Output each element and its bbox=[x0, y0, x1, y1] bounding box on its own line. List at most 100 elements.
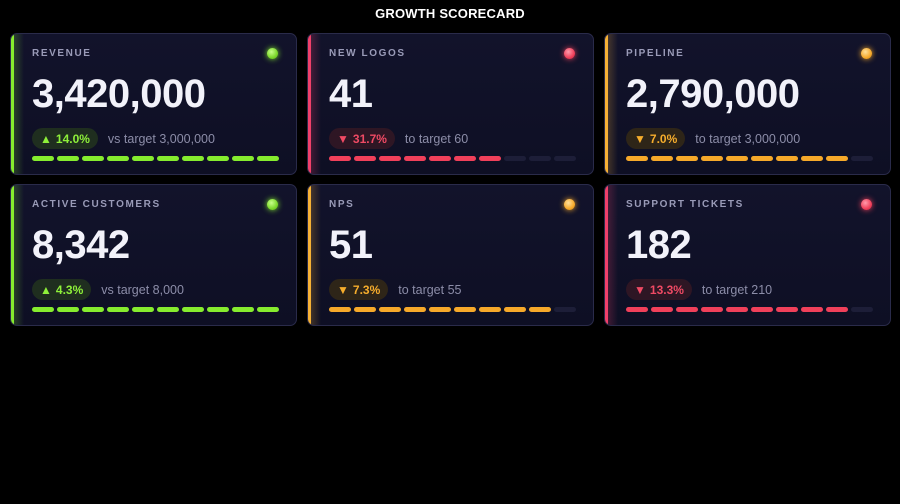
progress-bar bbox=[626, 156, 873, 161]
delta-row: ▼ 7.3% to target 55 bbox=[329, 279, 462, 300]
kpi-label: PIPELINE bbox=[626, 48, 685, 59]
delta-badge: ▼ 7.0% bbox=[626, 128, 686, 149]
delta-percent: 14.0% bbox=[55, 131, 90, 146]
progress-segment bbox=[157, 307, 179, 312]
delta-percent: 7.3% bbox=[352, 282, 381, 297]
target-text: to target 55 bbox=[398, 282, 462, 297]
delta-badge: ▼ 13.3% bbox=[626, 279, 692, 300]
status-accent-glow bbox=[311, 34, 321, 174]
progress-segment bbox=[32, 307, 54, 312]
delta-percent: 13.3% bbox=[649, 282, 684, 297]
delta-percent: 4.3% bbox=[55, 282, 84, 297]
kpi-label: REVENUE bbox=[32, 48, 92, 59]
progress-segment bbox=[82, 156, 104, 161]
progress-segment bbox=[379, 307, 401, 312]
progress-segment bbox=[504, 307, 526, 312]
progress-segment bbox=[182, 156, 204, 161]
delta-row: ▼ 13.3% to target 210 bbox=[626, 279, 772, 300]
progress-segment bbox=[354, 156, 376, 161]
arrow-down-icon: ▼ bbox=[337, 282, 349, 297]
kpi-label: NPS bbox=[329, 199, 355, 210]
target-text: vs target 8,000 bbox=[101, 282, 184, 297]
progress-segment bbox=[107, 307, 129, 312]
progress-segment bbox=[826, 156, 848, 161]
kpi-card-revenue[interactable]: REVENUE 3,420,000 ▲ 14.0% vs target 3,000,00… bbox=[10, 33, 297, 175]
kpi-card-pipeline[interactable]: PIPELINE 2,790,000 ▼ 7.0% to target 3,000,00… bbox=[604, 33, 891, 175]
progress-segment bbox=[651, 156, 673, 161]
progress-segment bbox=[257, 156, 279, 161]
progress-segment bbox=[429, 307, 451, 312]
kpi-card-support-tickets[interactable]: SUPPORT TICKETS 182 ▼ 13.3% to target 210 bbox=[604, 184, 891, 326]
delta-badge: ▲ 14.0% bbox=[32, 128, 98, 149]
progress-segment bbox=[454, 307, 476, 312]
kpi-value: 8,342 bbox=[32, 223, 130, 267]
progress-segment bbox=[626, 307, 648, 312]
arrow-down-icon: ▼ bbox=[634, 131, 646, 146]
kpi-value: 3,420,000 bbox=[32, 72, 206, 116]
arrow-up-icon: ▲ bbox=[40, 131, 52, 146]
kpi-value: 2,790,000 bbox=[626, 72, 800, 116]
kpi-label: SUPPORT TICKETS bbox=[626, 199, 744, 210]
delta-row: ▲ 4.3% vs target 8,000 bbox=[32, 279, 184, 300]
progress-segment bbox=[404, 307, 426, 312]
progress-segment bbox=[354, 307, 376, 312]
progress-segment bbox=[726, 307, 748, 312]
progress-segment bbox=[701, 156, 723, 161]
progress-segment bbox=[726, 156, 748, 161]
delta-badge: ▼ 7.3% bbox=[329, 279, 389, 300]
status-accent-stripe bbox=[605, 185, 608, 325]
progress-segment bbox=[776, 156, 798, 161]
progress-bar bbox=[32, 307, 279, 312]
delta-percent: 31.7% bbox=[352, 131, 387, 146]
status-dot-icon bbox=[564, 199, 575, 210]
status-accent-stripe bbox=[11, 34, 14, 174]
progress-segment bbox=[429, 156, 451, 161]
progress-segment bbox=[329, 156, 351, 161]
delta-row: ▼ 7.0% to target 3,000,000 bbox=[626, 128, 800, 149]
kpi-card-new-logos[interactable]: NEW LOGOS 41 ▼ 31.7% to target 60 bbox=[307, 33, 594, 175]
progress-segment bbox=[454, 156, 476, 161]
status-accent-glow bbox=[608, 34, 618, 174]
progress-segment bbox=[404, 156, 426, 161]
progress-segment bbox=[529, 307, 551, 312]
progress-segment bbox=[504, 156, 526, 161]
kpi-value: 51 bbox=[329, 223, 373, 267]
kpi-value: 41 bbox=[329, 72, 373, 116]
progress-segment bbox=[529, 156, 551, 161]
progress-bar bbox=[32, 156, 279, 161]
progress-segment bbox=[651, 307, 673, 312]
progress-segment bbox=[676, 156, 698, 161]
status-dot-icon bbox=[267, 48, 278, 59]
progress-segment bbox=[676, 307, 698, 312]
arrow-up-icon: ▲ bbox=[40, 282, 52, 297]
status-accent-glow bbox=[14, 185, 24, 325]
kpi-card-active-customers[interactable]: ACTIVE CUSTOMERS 8,342 ▲ 4.3% vs target 8,00… bbox=[10, 184, 297, 326]
target-text: vs target 3,000,000 bbox=[107, 131, 215, 146]
kpi-label: NEW LOGOS bbox=[329, 48, 406, 59]
progress-segment bbox=[479, 156, 501, 161]
status-accent-glow bbox=[608, 185, 618, 325]
progress-segment bbox=[82, 307, 104, 312]
progress-segment bbox=[751, 307, 773, 312]
kpi-card-nps[interactable]: NPS 51 ▼ 7.3% to target 55 bbox=[307, 184, 594, 326]
page-title: GROWTH SCORECARD bbox=[375, 6, 525, 21]
progress-segment bbox=[751, 156, 773, 161]
progress-segment bbox=[207, 307, 229, 312]
progress-segment bbox=[257, 307, 279, 312]
progress-segment bbox=[182, 307, 204, 312]
progress-segment bbox=[554, 307, 576, 312]
progress-segment bbox=[157, 156, 179, 161]
progress-segment bbox=[57, 156, 79, 161]
progress-bar bbox=[329, 156, 576, 161]
status-accent-stripe bbox=[308, 34, 311, 174]
status-accent-stripe bbox=[605, 34, 608, 174]
scorecard-grid: REVENUE 3,420,000 ▲ 14.0% vs target 3,000,00… bbox=[10, 33, 891, 326]
status-dot-icon bbox=[267, 199, 278, 210]
progress-segment bbox=[801, 156, 823, 161]
progress-segment bbox=[107, 156, 129, 161]
kpi-label: ACTIVE CUSTOMERS bbox=[32, 199, 161, 210]
progress-segment bbox=[32, 156, 54, 161]
delta-row: ▲ 14.0% vs target 3,000,000 bbox=[32, 128, 215, 149]
progress-segment bbox=[479, 307, 501, 312]
status-dot-icon bbox=[861, 48, 872, 59]
